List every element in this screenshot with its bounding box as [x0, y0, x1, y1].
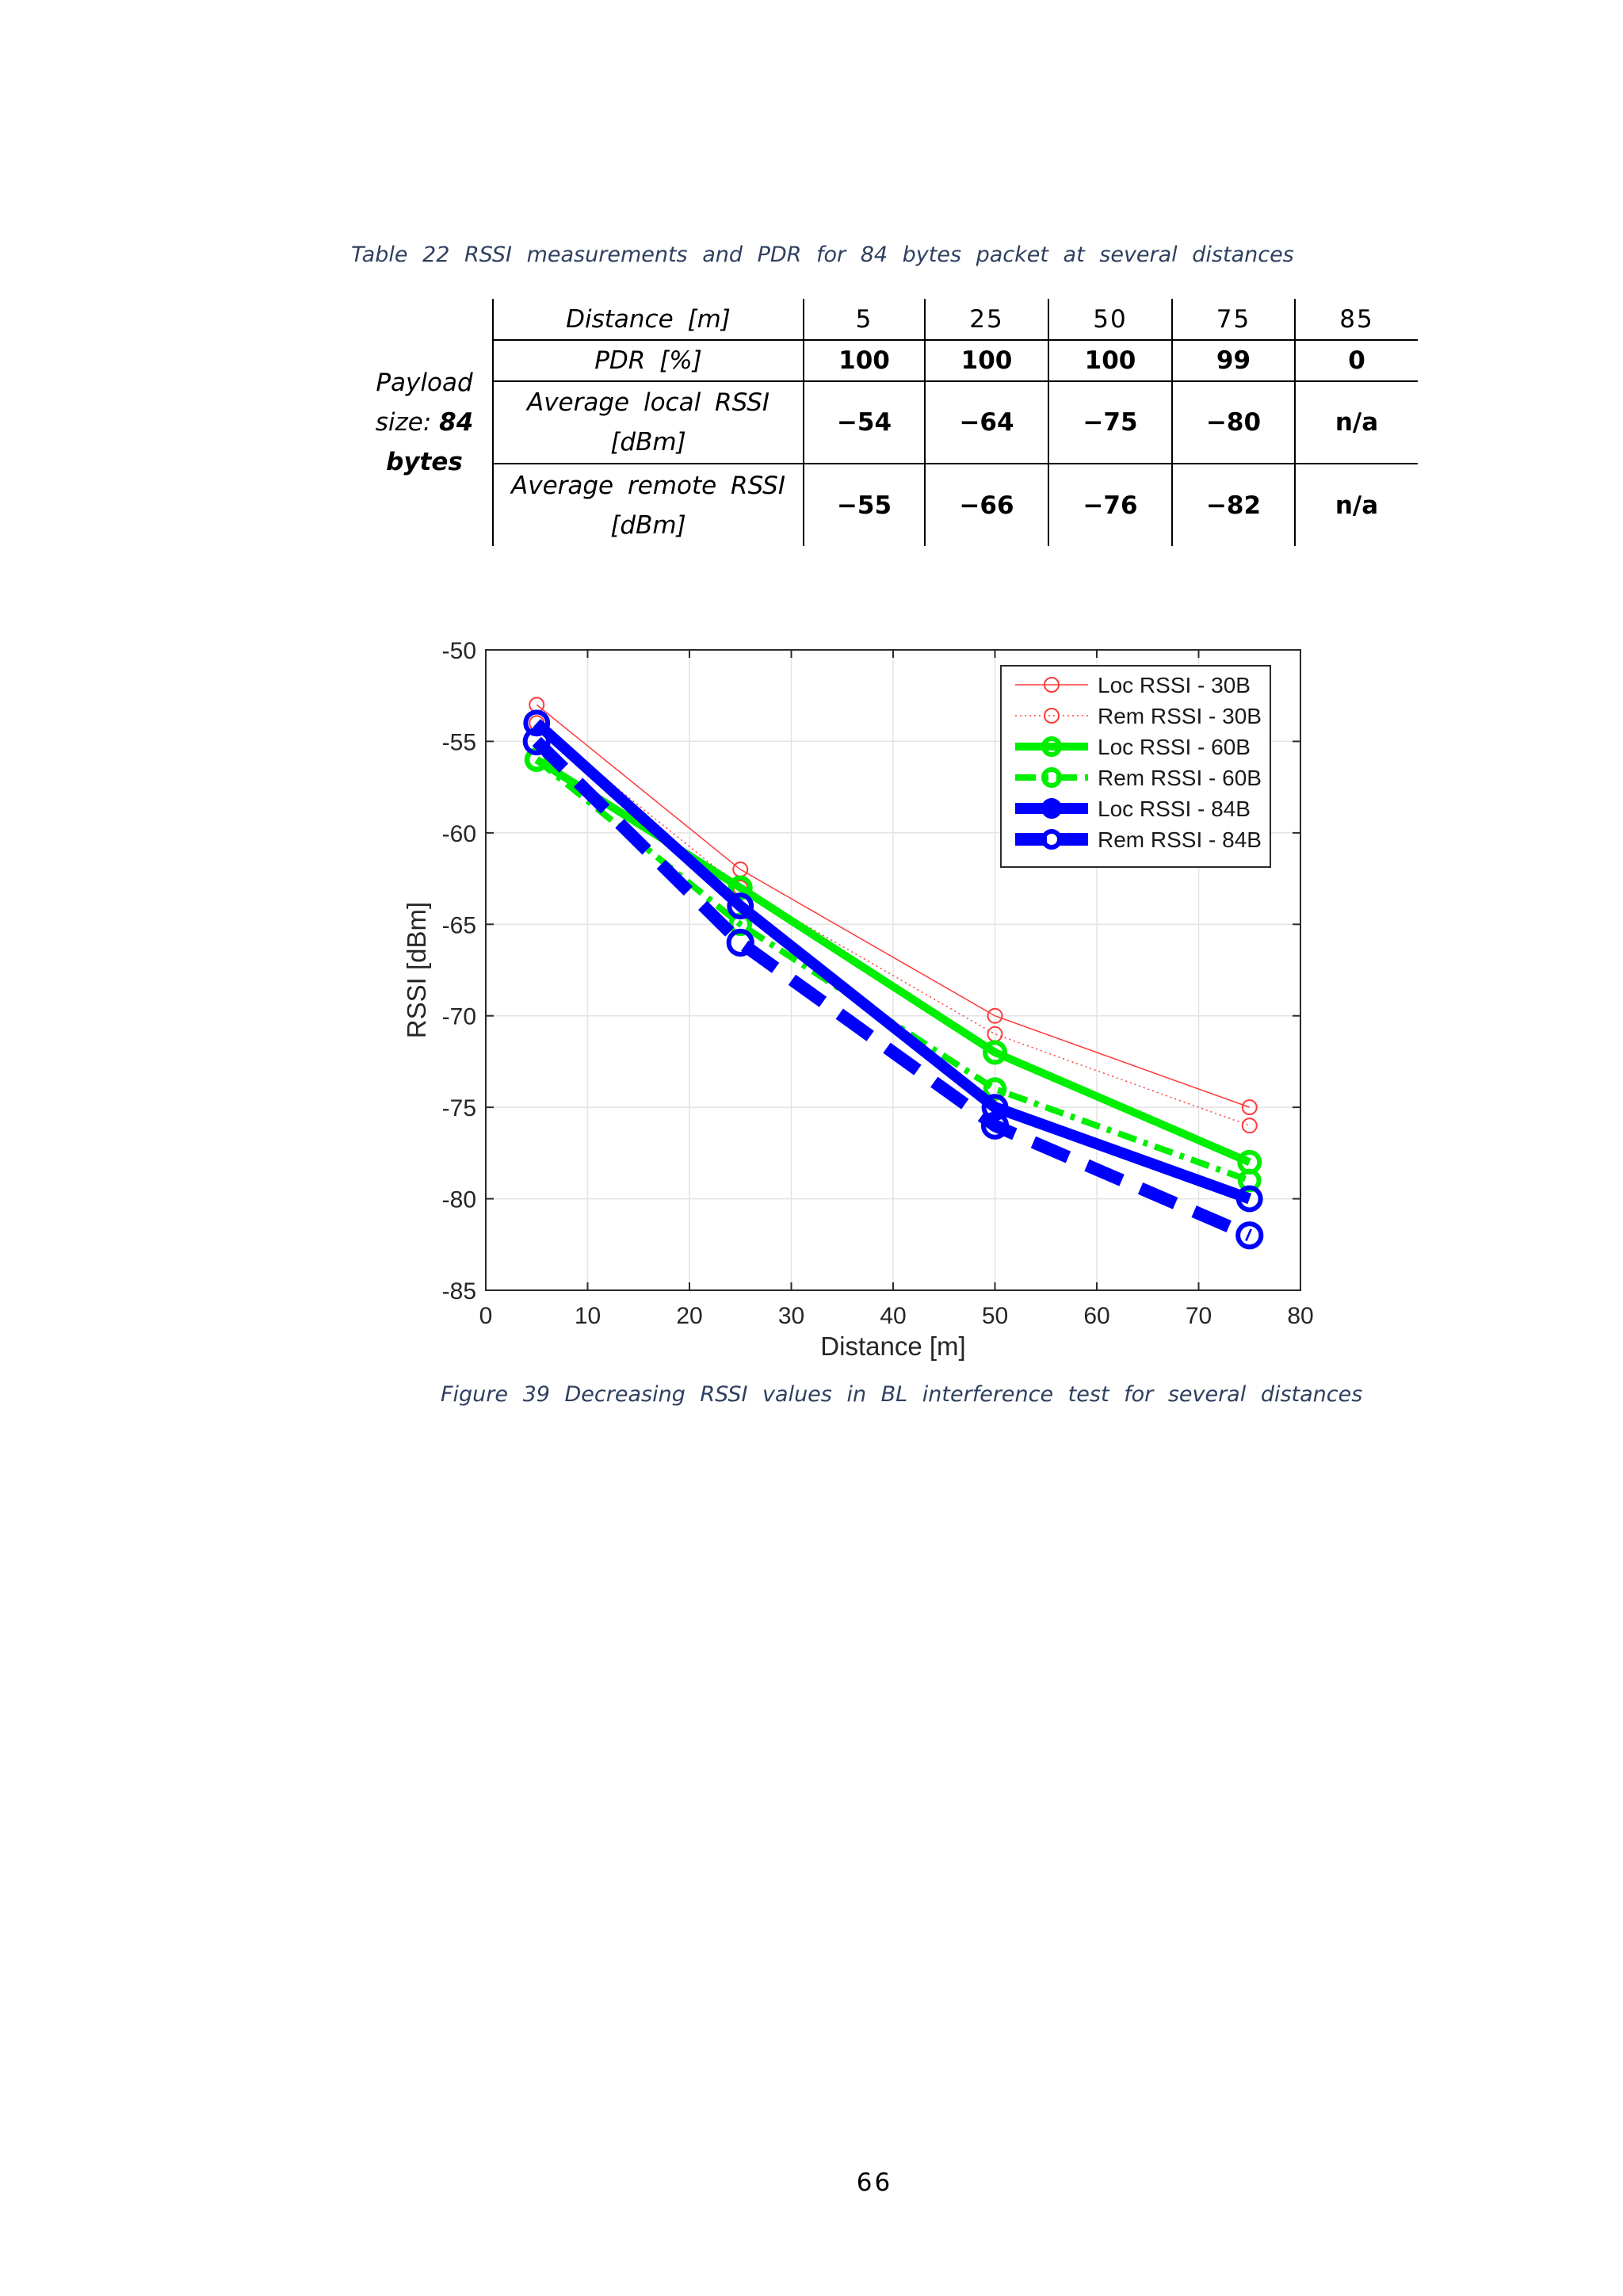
series-loc-rssi-30b [529, 697, 1258, 1116]
legend-marker [1041, 736, 1062, 757]
pdr-label: PDR [%] [492, 340, 804, 382]
table-cell: 100 [1048, 340, 1172, 382]
table-cell: −64 [924, 381, 1048, 464]
series-line [536, 722, 1251, 1126]
table-cell: −54 [803, 381, 925, 464]
axis-ticks: 0 10 20 30 40 50 60 70 80 -50 -55 -60 -65 -70 -75 -80 -8… [442, 638, 1314, 1329]
data-point [1241, 1117, 1258, 1134]
table-cell: n/a [1294, 381, 1418, 464]
table-cell: −55 [803, 464, 925, 546]
legend-item: Loc RSSI - 84B [1015, 797, 1251, 821]
label-unit: [dBm] [610, 510, 686, 540]
payload-size-value: 84 [439, 408, 474, 437]
table-cell: 99 [1171, 340, 1295, 382]
legend-label: Rem RSSI - 60B [1098, 766, 1262, 790]
distance-value: 5 [803, 299, 925, 341]
data-point [726, 928, 754, 957]
legend: Loc RSSI - 30B Rem RSSI - 30B Loc RSSI - 6… [1000, 665, 1271, 868]
payload-size-label: Payload size: 84 bytes [357, 299, 493, 546]
legend-item: Loc RSSI - 60B [1015, 735, 1251, 759]
label-line: Average local RSSI [527, 388, 769, 417]
legend-label: Rem RSSI - 30B [1098, 704, 1262, 728]
series-line [534, 756, 1251, 1166]
y-tick-label: -75 [442, 1095, 476, 1121]
figure-caption: Figure 39 Decreasing RSSI values in BL i… [441, 1382, 1363, 1407]
data-point [1241, 1099, 1258, 1116]
table-cell: −82 [1171, 464, 1295, 546]
payload-label-line3: bytes [386, 448, 463, 476]
data-point [523, 709, 551, 737]
legend-marker [1041, 829, 1062, 850]
legend-marker [1041, 798, 1062, 819]
y-tick-label: -80 [442, 1187, 476, 1213]
series-line [536, 704, 1251, 1108]
x-tick-label: 60 [1083, 1303, 1109, 1329]
legend-label: Loc RSSI - 84B [1098, 797, 1251, 821]
legend-item: Rem RSSI - 60B [1015, 766, 1262, 790]
rssi-line-chart: 0 10 20 30 40 50 60 70 80 -50 -55 -60 -65 -70 -75 -80 -8… [402, 638, 1314, 1361]
y-tick-label: -55 [442, 729, 476, 755]
distance-value: 50 [1048, 299, 1172, 341]
legend-item: Rem RSSI - 84B [1015, 827, 1262, 852]
table-cell: −75 [1048, 381, 1172, 464]
y-tick-label: -65 [442, 912, 476, 938]
distance-value: 85 [1294, 299, 1418, 341]
table-cell: −76 [1048, 464, 1172, 546]
x-tick-label: 20 [676, 1303, 702, 1329]
legend-marker [1044, 677, 1060, 693]
page-number: 66 [856, 2168, 893, 2197]
x-tick-label: 70 [1186, 1303, 1212, 1329]
x-tick-label: 0 [479, 1303, 493, 1329]
x-tick-label: 30 [778, 1303, 804, 1329]
legend-label: Loc RSSI - 60B [1098, 735, 1251, 759]
legend-marker [1041, 767, 1062, 788]
x-tick-label: 80 [1287, 1303, 1313, 1329]
series-line [533, 719, 1252, 1205]
legend-label: Loc RSSI - 30B [1098, 673, 1251, 697]
payload-label-line1: Payload [376, 369, 473, 397]
local-rssi-label: Average local RSSI [dBm] [492, 381, 804, 464]
y-tick-label: -60 [442, 821, 476, 847]
data-point [1235, 1221, 1264, 1250]
y-tick-label: -50 [442, 638, 476, 664]
x-tick-label: 50 [982, 1303, 1008, 1329]
y-tick-label: -70 [442, 1004, 476, 1030]
series-rem-rssi-84b [522, 727, 1264, 1250]
table-cell: −66 [924, 464, 1048, 546]
table-caption: Table 22 RSSI measurements and PDR for 8… [351, 243, 1294, 267]
legend-item: Rem RSSI - 30B [1015, 704, 1262, 728]
table-cell: 100 [924, 340, 1048, 382]
y-tick-label: -85 [442, 1278, 476, 1305]
remote-rssi-label: Average remote RSSI [dBm] [492, 464, 804, 546]
data-point [525, 747, 549, 772]
data-point [727, 875, 753, 900]
table-cell: 0 [1294, 340, 1418, 382]
distance-value: 25 [924, 299, 1048, 341]
data-point [1235, 1185, 1263, 1213]
series-line [532, 736, 1252, 1242]
series-layer [522, 697, 1264, 1250]
x-tick-label: 10 [575, 1303, 601, 1329]
data-point [983, 1040, 1007, 1065]
distance-value: 75 [1171, 299, 1295, 341]
legend-marker [1044, 708, 1060, 724]
data-point [522, 727, 551, 756]
label-unit: [dBm] [610, 428, 686, 457]
data-point [727, 892, 754, 920]
table-cell: n/a [1294, 464, 1418, 546]
distance-header: Distance [m] [492, 299, 804, 341]
x-axis-label: Distance [m] [820, 1331, 965, 1361]
data-point [987, 1007, 1003, 1024]
label-line: Average remote RSSI [511, 471, 785, 500]
legend-label: Rem RSSI - 84B [1098, 827, 1262, 852]
data-point [980, 1111, 1010, 1140]
rssi-pdr-table: Payload size: 84 bytes Distance [m] 5 25… [357, 299, 1418, 546]
x-tick-label: 40 [880, 1303, 906, 1329]
table-cell: −80 [1171, 381, 1295, 464]
y-axis-label: RSSI [dBm] [402, 902, 431, 1038]
table-cell: 100 [803, 340, 925, 382]
legend-item: Loc RSSI - 30B [1015, 673, 1251, 697]
payload-label-prefix: size: [375, 408, 432, 437]
